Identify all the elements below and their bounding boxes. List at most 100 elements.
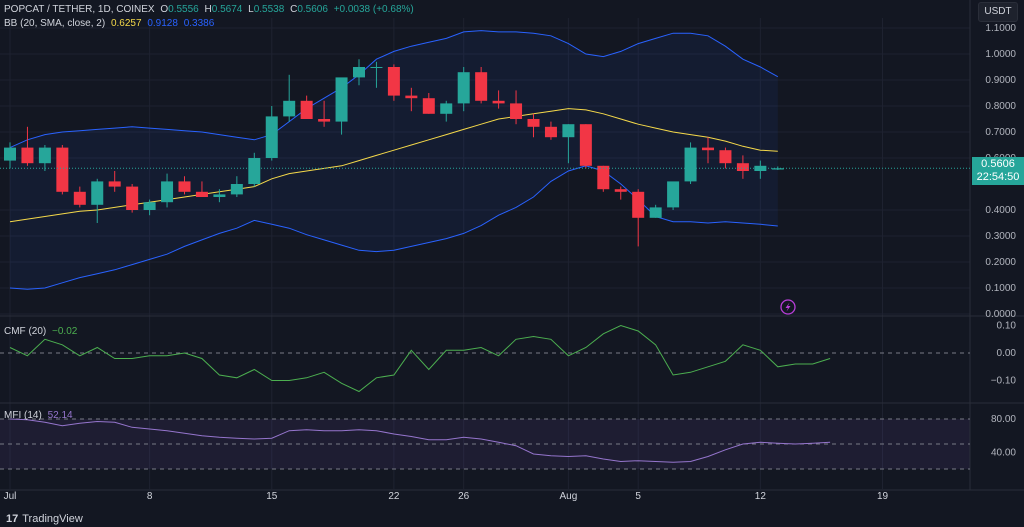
candle-body — [492, 100, 505, 104]
mfi-tick-label: 80.00 — [991, 414, 1016, 425]
price-tick-label: 0.7000 — [985, 127, 1016, 138]
candle — [422, 93, 435, 114]
candle-body — [475, 72, 488, 101]
tradingview-name: TradingView — [22, 513, 83, 525]
mfi-line — [9, 418, 831, 463]
candle-body — [335, 77, 348, 122]
candle — [108, 171, 121, 192]
low-value: 0.5538 — [253, 4, 285, 15]
price-tick-label: 1.0000 — [985, 49, 1016, 60]
last-price-value: 0.5606 — [981, 158, 1015, 170]
mfi-legend-value: 52.14 — [47, 410, 73, 421]
candle-body — [265, 116, 278, 158]
candle-body — [422, 98, 435, 114]
candle — [736, 155, 749, 179]
candle-body — [527, 119, 540, 127]
date-tick-label: 19 — [877, 491, 889, 502]
candle — [143, 199, 156, 216]
open-value: 0.5556 — [168, 4, 199, 15]
candle-body — [405, 95, 418, 99]
price-tick-label: 0.2000 — [985, 257, 1016, 268]
candle — [527, 113, 540, 138]
price-tick-label: 0.1000 — [985, 283, 1016, 294]
candle-body — [771, 168, 784, 170]
candle — [544, 121, 557, 140]
candle — [161, 173, 174, 208]
lightning-icon[interactable] — [780, 299, 796, 315]
candle-body — [562, 124, 575, 138]
cmf-tick-label: 0.00 — [997, 348, 1017, 359]
candle-body — [353, 67, 365, 78]
candle — [405, 87, 418, 112]
date-tick-label: 22 — [388, 491, 400, 502]
candle-body — [579, 124, 592, 166]
candle-body — [597, 165, 610, 190]
cmf-line — [9, 324, 831, 393]
candle — [614, 186, 627, 200]
high-value: 0.5674 — [211, 4, 243, 15]
candle-body — [754, 165, 767, 171]
candle-body — [614, 189, 627, 192]
symbol-label[interactable]: POPCAT / TETHER, 1D, COINEX — [4, 4, 155, 15]
candle-body — [248, 158, 261, 184]
candle-body — [510, 103, 523, 119]
candle-body — [649, 207, 662, 218]
date-tick-label: 8 — [147, 491, 153, 502]
candle-body — [213, 194, 226, 197]
mfi-layer — [0, 418, 970, 470]
candle-body — [300, 100, 313, 119]
cmf-tick-label: −0.10 — [991, 376, 1017, 387]
open-label: O — [160, 4, 169, 15]
candle-body — [370, 67, 383, 68]
candle — [632, 189, 645, 247]
candle — [719, 147, 732, 169]
tradingview-logo[interactable]: 17 TradingView — [6, 513, 83, 525]
bb-legend-label[interactable]: BB (20, SMA, close, 2) — [4, 18, 106, 29]
low-label: L — [248, 4, 254, 15]
candle — [318, 100, 331, 127]
candle-body — [440, 103, 453, 114]
mfi-legend: MFI (14) 52.14 — [4, 409, 76, 422]
candle — [56, 145, 69, 195]
candle — [21, 126, 34, 166]
bb-lower-value: 0.3386 — [183, 18, 215, 29]
candle — [667, 181, 680, 210]
candle — [370, 61, 383, 88]
candle — [335, 77, 348, 135]
price-tick-label: 1.1000 — [985, 23, 1016, 34]
mfi-legend-label[interactable]: MFI (14) — [4, 410, 42, 421]
grid-layer — [0, 18, 970, 489]
candle-body — [684, 147, 697, 182]
countdown-timer: 22:54:50 — [976, 171, 1020, 183]
tradingview-mark-icon: 17 — [6, 513, 19, 525]
cmf-legend-value: −0.02 — [52, 326, 78, 337]
close-label: C — [290, 4, 298, 15]
candle-body — [178, 181, 191, 192]
candle-body — [195, 191, 208, 197]
cmf-legend: CMF (20) −0.02 — [4, 325, 80, 338]
axis-labels: 1.10001.00000.90000.80000.70000.60000.40… — [4, 23, 1017, 502]
cmf-legend-label[interactable]: CMF (20) — [4, 326, 47, 337]
high-label: H — [204, 4, 212, 15]
date-tick-label: 5 — [635, 491, 641, 502]
candle-body — [4, 147, 16, 161]
candle — [248, 152, 261, 187]
candle-body — [91, 181, 104, 205]
candle — [195, 181, 208, 197]
bb-upper-value: 0.9128 — [147, 18, 178, 29]
price-tick-label: 0.9000 — [985, 75, 1016, 86]
candle — [492, 90, 505, 109]
currency-button[interactable]: USDT — [978, 2, 1018, 22]
candle-body — [73, 191, 86, 205]
price-tick-label: 0.4000 — [985, 205, 1016, 216]
candle-body — [544, 126, 557, 138]
bollinger-band-fill — [10, 30, 778, 290]
candle-body — [632, 191, 645, 218]
change-value: +0.0038 (+0.68%) — [333, 4, 414, 15]
bb-basis-value: 0.6257 — [110, 18, 142, 29]
candle — [73, 186, 86, 208]
date-tick-label: Jul — [4, 491, 17, 502]
candle-body — [736, 163, 749, 171]
